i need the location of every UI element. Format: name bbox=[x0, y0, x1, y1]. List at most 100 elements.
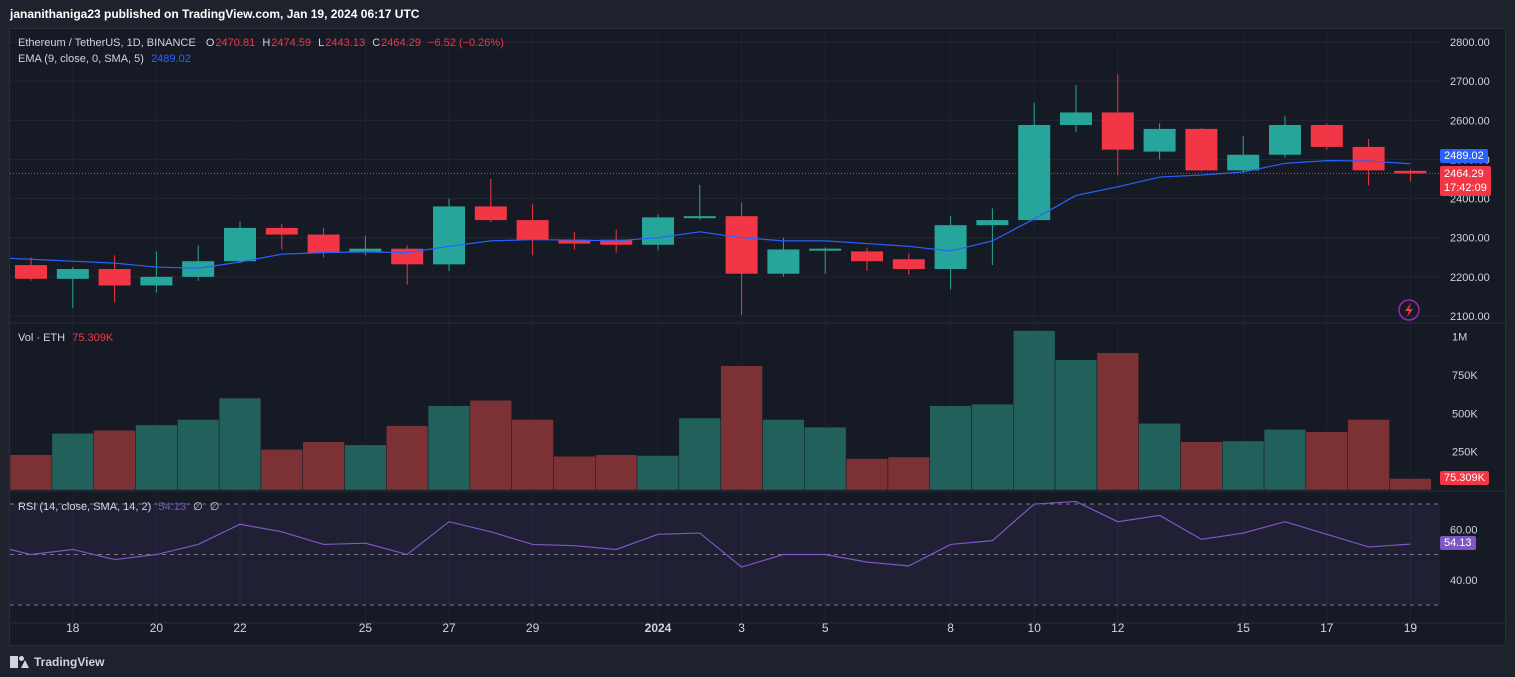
time-tick-label: 19 bbox=[1404, 621, 1418, 635]
low-label: L bbox=[318, 37, 325, 49]
candle-body bbox=[474, 206, 507, 221]
time-tick-label: 8 bbox=[947, 621, 954, 635]
candle-body bbox=[934, 225, 967, 270]
volume-bar bbox=[51, 433, 94, 491]
volume-bar bbox=[1138, 423, 1181, 491]
volume-bar bbox=[177, 419, 220, 491]
symbol-label[interactable]: Ethereum / TetherUS, 1D, BINANCE bbox=[18, 37, 196, 49]
time-tick-label: 20 bbox=[150, 621, 164, 635]
volume-bar bbox=[720, 365, 763, 491]
chart-frame[interactable]: 2800.002700.002600.002500.002400.002300.… bbox=[9, 28, 1507, 647]
volume-bar bbox=[386, 425, 429, 491]
volume-tick-label: 500K bbox=[1452, 408, 1478, 420]
volume-bar bbox=[1347, 419, 1390, 491]
price-tick-label: 2200.00 bbox=[1450, 272, 1490, 284]
rsi-value: 54.13 bbox=[158, 501, 186, 513]
high-value: 2474.59 bbox=[271, 37, 312, 49]
time-tick-label: 10 bbox=[1028, 621, 1042, 635]
volume-bar bbox=[1305, 431, 1348, 491]
open-label: O bbox=[205, 37, 215, 49]
candle-body bbox=[433, 206, 465, 265]
chart-canvas[interactable]: 2800.002700.002600.002500.002400.002300.… bbox=[10, 29, 1507, 647]
symbol-legend[interactable]: Ethereum / TetherUS, 1D, BINANCE O2470.8… bbox=[18, 37, 505, 49]
time-tick-label: 17 bbox=[1320, 621, 1334, 635]
tradingview-logo[interactable]: TradingView bbox=[10, 655, 104, 669]
volume-bar bbox=[260, 449, 303, 491]
volume-tick-label: 250K bbox=[1452, 447, 1478, 459]
volume-bar bbox=[135, 424, 178, 491]
rsi-tick-label: 60.00 bbox=[1450, 524, 1478, 536]
volume-bar bbox=[511, 419, 554, 491]
close-label: C bbox=[372, 37, 381, 49]
time-tick-label: 27 bbox=[442, 621, 456, 635]
candle-body bbox=[1269, 124, 1301, 155]
close-value: 2464.29 bbox=[381, 37, 421, 49]
price-tick-label: 2400.00 bbox=[1450, 194, 1490, 206]
volume-bar bbox=[1389, 478, 1432, 491]
volume-bar bbox=[1222, 440, 1265, 491]
volume-bar bbox=[1054, 359, 1098, 491]
price-tick-label: 2600.00 bbox=[1450, 115, 1490, 127]
candle-body bbox=[1310, 124, 1343, 147]
volume-bar bbox=[10, 454, 53, 491]
candle-body bbox=[976, 220, 1009, 226]
candle-body bbox=[516, 220, 549, 240]
rsi-price-tag: 54.13 bbox=[1440, 536, 1476, 550]
volume-bar bbox=[1180, 441, 1223, 491]
volume-bar bbox=[887, 456, 930, 491]
publish-header: jananithaniga23 published on TradingView… bbox=[0, 0, 1515, 28]
volume-bar bbox=[1263, 429, 1307, 491]
volume-bar bbox=[636, 455, 680, 491]
open-value: 2470.81 bbox=[215, 37, 256, 49]
tradingview-logo-icon bbox=[10, 656, 30, 668]
time-tick-label: 5 bbox=[822, 621, 829, 635]
candle-body bbox=[558, 239, 591, 244]
candle-body bbox=[15, 265, 47, 279]
volume-bar bbox=[302, 441, 345, 491]
rsi-label[interactable]: RSI (14, close, SMA, 14, 2) bbox=[18, 501, 152, 513]
volume-bar bbox=[93, 429, 136, 491]
time-tick-label: 12 bbox=[1111, 621, 1125, 635]
rsi-legend[interactable]: RSI (14, close, SMA, 14, 2) 54.13 ∅ ∅ bbox=[18, 500, 220, 513]
tradingview-brand: TradingView bbox=[34, 655, 105, 669]
volume-bar bbox=[218, 397, 262, 491]
volume-bar bbox=[971, 403, 1014, 491]
price-tick-label: 2800.00 bbox=[1450, 37, 1490, 49]
volume-bar bbox=[929, 405, 972, 491]
time-tick-label: 18 bbox=[66, 621, 80, 635]
time-tick-label: 22 bbox=[233, 621, 247, 635]
volume-label[interactable]: Vol · ETH bbox=[18, 332, 66, 344]
ema-price-tag-text: 2489.02 bbox=[1444, 150, 1484, 162]
candle-body bbox=[307, 234, 340, 253]
candle-body bbox=[265, 227, 298, 235]
published-text: jananithaniga23 published on TradingView… bbox=[10, 7, 420, 21]
volume-bar bbox=[344, 444, 387, 491]
footer: TradingView bbox=[0, 646, 1515, 677]
ema-legend[interactable]: EMA (9, close, 0, SMA, 5) 2489.02 bbox=[18, 53, 192, 65]
change-value: −6.52 (−0.26%) bbox=[428, 37, 504, 49]
volume-bar bbox=[845, 458, 889, 491]
candle-body bbox=[1185, 128, 1218, 171]
candle-body bbox=[349, 248, 382, 253]
volume-tick-label: 1M bbox=[1452, 332, 1467, 344]
ema-price-tag: 2489.02 bbox=[1440, 149, 1488, 163]
candle-body bbox=[600, 239, 633, 245]
candle-body bbox=[1143, 128, 1176, 152]
time-tick-label: 29 bbox=[526, 621, 540, 635]
volume-bar bbox=[427, 405, 471, 491]
rsi-extra-1: ∅ bbox=[193, 501, 203, 513]
candle-body bbox=[182, 261, 215, 277]
volume-legend[interactable]: Vol · ETH 75.309K bbox=[18, 332, 114, 344]
candle-body bbox=[683, 216, 716, 219]
rsi-extra-2: ∅ bbox=[209, 501, 220, 513]
price-tick-label: 2700.00 bbox=[1450, 76, 1490, 88]
candle-body bbox=[1018, 124, 1051, 221]
candle-body bbox=[56, 269, 89, 279]
volume-bar bbox=[595, 454, 638, 491]
close-price-tag: 2464.29 17:42:09 bbox=[1440, 166, 1491, 196]
rsi-tick-label: 40.00 bbox=[1450, 575, 1478, 587]
candle-body bbox=[851, 251, 883, 262]
countdown-tag-text: 17:42:09 bbox=[1444, 182, 1487, 194]
volume-bar bbox=[1096, 352, 1139, 491]
ema-label[interactable]: EMA (9, close, 0, SMA, 5) bbox=[18, 53, 144, 65]
